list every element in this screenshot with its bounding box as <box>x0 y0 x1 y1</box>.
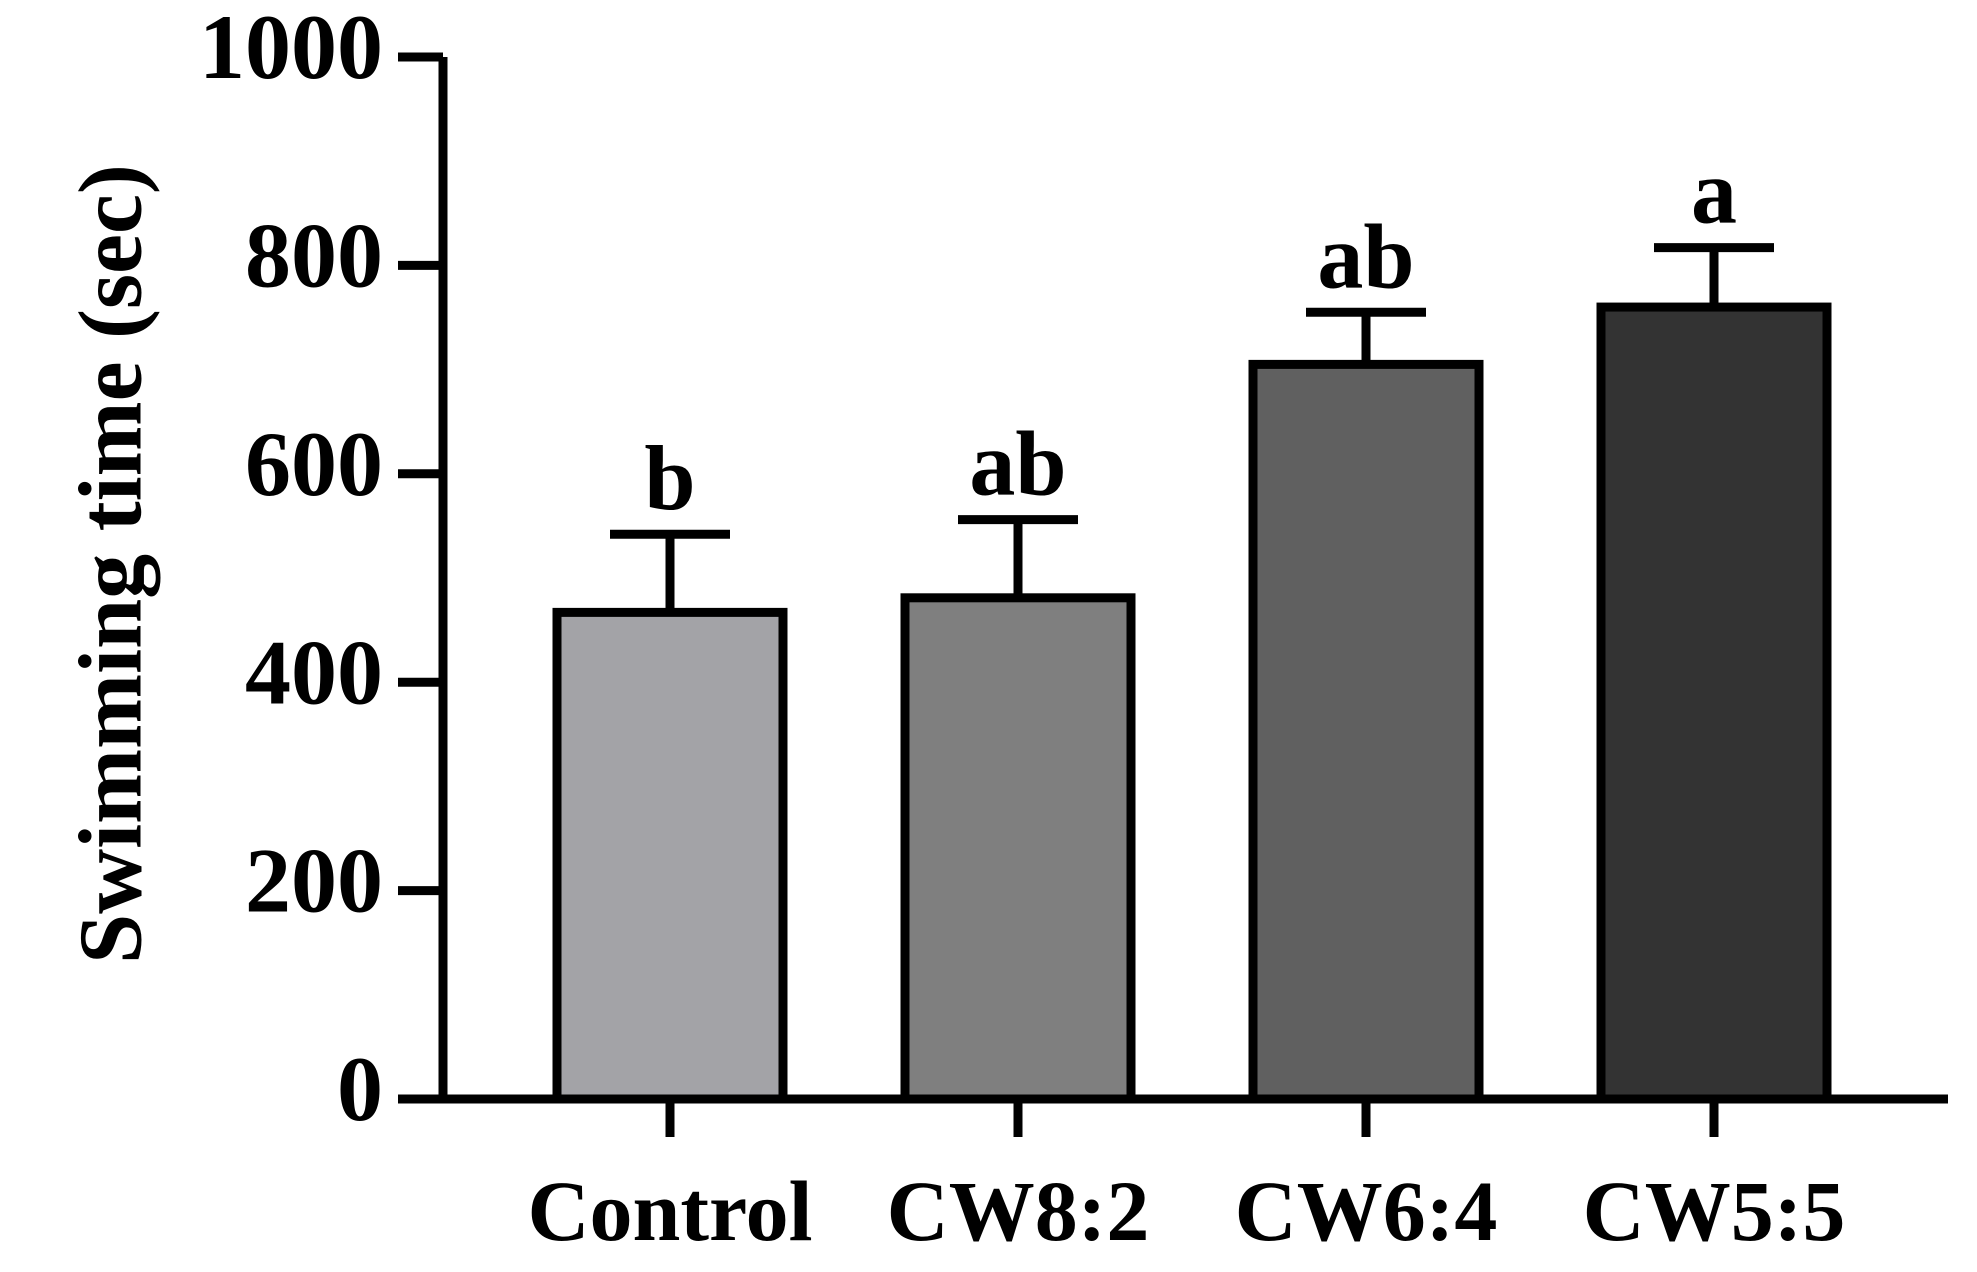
x-tick-label-cw5-5: CW5:5 <box>1583 1163 1846 1259</box>
bar-cw6-4 <box>1248 359 1484 1104</box>
x-tick-label-cw6-4: CW6:4 <box>1235 1163 1498 1259</box>
y-tick-label-400: 400 <box>245 621 383 723</box>
y-tick-label-800: 800 <box>245 205 383 307</box>
significance-label-cw6-4: ab <box>1317 205 1414 307</box>
y-axis-label: Swimming time (sec) <box>62 164 161 964</box>
bar-cw5-5 <box>1596 302 1832 1104</box>
significance-label-cw5-5: a <box>1691 141 1737 243</box>
significance-label-control: b <box>644 427 695 529</box>
bar-cw8-2 <box>900 593 1136 1104</box>
y-tick-label-0: 0 <box>337 1038 383 1140</box>
x-tick-label-control: Control <box>527 1163 812 1259</box>
x-tick-label-cw8-2: CW8:2 <box>887 1163 1150 1259</box>
y-tick-label-200: 200 <box>245 830 383 932</box>
significance-label-cw8-2: ab <box>969 413 1066 515</box>
bar-control <box>552 607 788 1104</box>
y-tick-label-1000: 1000 <box>199 0 383 98</box>
y-tick-label-600: 600 <box>245 413 383 515</box>
